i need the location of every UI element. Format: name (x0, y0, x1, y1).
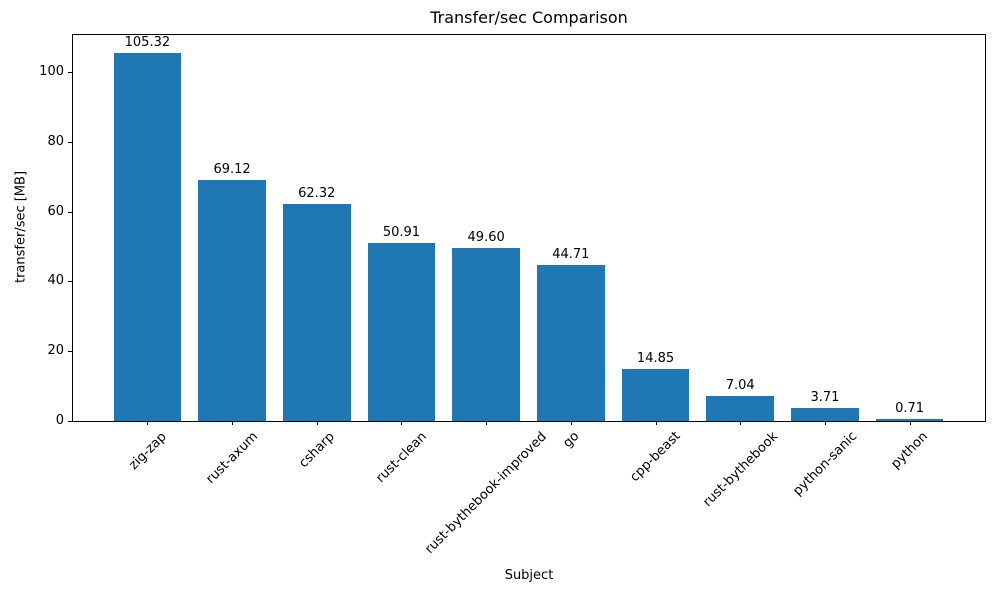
x-tick-label: rust-clean (373, 429, 430, 486)
bar-value-label: 62.32 (298, 185, 336, 201)
y-tick-label: 20 (47, 343, 64, 359)
x-tick-label: rust-bythebook (699, 429, 781, 510)
bar (282, 203, 351, 421)
x-tick (401, 421, 403, 425)
y-tick-label: 60 (47, 203, 64, 219)
y-tick (68, 141, 72, 143)
bar (875, 418, 944, 421)
bar (706, 396, 775, 421)
y-axis-label: transfer/sec [MB] (13, 170, 29, 284)
chart-title: Transfer/sec Comparison (430, 8, 628, 27)
y-tick (68, 421, 72, 422)
x-tick (232, 421, 234, 425)
x-tick (147, 421, 149, 425)
bar-value-label: 0.71 (895, 400, 925, 416)
y-tick (68, 351, 72, 353)
bar-value-label: 50.91 (382, 225, 421, 241)
bar-value-label: 49.60 (467, 229, 505, 245)
x-tick-label: python-sanic (789, 429, 860, 500)
y-tick-label: 80 (47, 133, 64, 149)
bar (621, 369, 690, 421)
x-tick (316, 421, 318, 425)
bar (113, 53, 182, 421)
x-tick-label: csharp (295, 429, 338, 471)
bar (791, 408, 859, 421)
x-tick (740, 421, 742, 425)
bar (536, 264, 605, 421)
y-tick (68, 72, 72, 74)
y-tick-label: 100 (39, 64, 64, 80)
x-axis-label: Subject (504, 568, 554, 583)
x-tick (655, 421, 657, 425)
y-tick-label: 40 (47, 273, 64, 289)
x-tick-label: rust-axum (203, 429, 261, 488)
y-tick (68, 211, 72, 213)
x-tick (824, 421, 826, 425)
bar (198, 179, 266, 421)
x-tick (570, 421, 572, 425)
y-tick (68, 281, 72, 283)
x-tick (486, 421, 488, 425)
bar-value-label: 44.71 (552, 246, 590, 262)
x-tick-label: zig-zap (125, 428, 170, 473)
y-tick-label: 0 (55, 413, 64, 428)
x-tick-label: rust-bythebook-improved (422, 429, 551, 557)
bar (452, 247, 521, 421)
bar (367, 243, 436, 421)
x-tick-label: cpp-beast (627, 428, 684, 486)
bar-value-label: 105.32 (124, 35, 171, 51)
bar-value-label: 7.04 (725, 378, 755, 394)
bar-value-label: 14.85 (636, 351, 675, 367)
bar-value-label: 69.12 (213, 161, 251, 177)
bar-value-label: 3.71 (810, 390, 840, 406)
x-tick-label: go (559, 429, 582, 452)
x-tick-label: python (888, 428, 932, 472)
plot-area (72, 34, 986, 422)
x-tick (909, 421, 911, 425)
